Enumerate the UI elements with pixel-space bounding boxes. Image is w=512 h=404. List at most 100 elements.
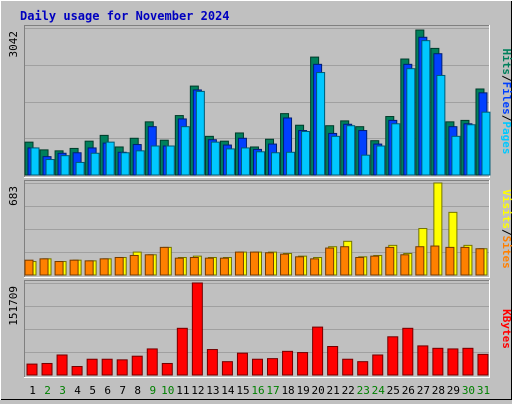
bar-kbytes-day-24	[373, 355, 383, 375]
bar-pages-day-24	[377, 146, 385, 175]
bar-kbytes-day-14	[222, 362, 232, 375]
bar-sites-day-17	[266, 253, 274, 275]
bar-pages-day-23	[362, 155, 370, 175]
x-tick-label-day-17: 17	[266, 384, 279, 397]
x-tick-label-day-16: 16	[251, 384, 264, 397]
x-tick-label-day-2: 2	[44, 384, 51, 397]
x-tick-label-day-12: 12	[191, 384, 204, 397]
x-tick-label-day-30: 30	[462, 384, 475, 397]
chart-panel-3: 151709 KBytes	[7, 280, 512, 378]
bar-pages-day-22	[347, 126, 355, 175]
x-tick-label-day-1: 1	[29, 384, 36, 397]
x-tick-label-day-21: 21	[327, 384, 340, 397]
series-legend-label: KBytes	[500, 309, 512, 349]
x-tick-label-day-9: 9	[149, 384, 156, 397]
bar-sites-day-19	[296, 257, 304, 275]
bar-kbytes-day-27	[418, 346, 428, 375]
bar-kbytes-day-23	[358, 362, 368, 375]
bar-sites-day-8	[130, 255, 138, 275]
x-tick-label-day-22: 22	[342, 384, 355, 397]
bar-kbytes-day-17	[268, 359, 278, 375]
bar-pages-day-21	[332, 136, 340, 175]
bar-pages-day-7	[121, 153, 129, 175]
bar-kbytes-day-26	[403, 328, 413, 375]
bar-pages-day-19	[302, 132, 310, 175]
bar-kbytes-day-9	[147, 349, 157, 375]
bar-pages-day-1	[31, 148, 39, 175]
bar-pages-day-10	[166, 146, 174, 175]
bar-sites-day-23	[356, 257, 364, 275]
x-tick-label-day-13: 13	[206, 384, 219, 397]
bar-sites-day-21	[326, 248, 334, 275]
bar-sites-day-5	[85, 261, 93, 275]
bar-kbytes-day-11	[177, 328, 187, 375]
bar-pages-day-12	[196, 91, 204, 175]
bar-kbytes-day-29	[448, 349, 458, 375]
legend-visits: Visits	[500, 189, 512, 229]
bar-kbytes-day-30	[463, 348, 473, 375]
bar-kbytes-day-12	[192, 283, 202, 375]
bar-kbytes-day-4	[72, 367, 82, 375]
x-tick-label-day-27: 27	[417, 384, 430, 397]
bar-kbytes-day-5	[87, 359, 97, 375]
x-tick-label-day-4: 4	[74, 384, 81, 397]
x-tick-label-day-28: 28	[432, 384, 445, 397]
legend-sites: Sites	[500, 236, 512, 269]
x-tick-label-day-11: 11	[176, 384, 189, 397]
bar-sites-day-24	[371, 256, 379, 275]
bar-kbytes-day-13	[207, 350, 217, 375]
bar-pages-day-30	[467, 125, 475, 175]
x-tick-label-day-25: 25	[387, 384, 400, 397]
bar-kbytes-day-19	[298, 353, 308, 375]
bar-kbytes-day-7	[117, 360, 127, 375]
bar-pages-day-3	[61, 156, 69, 175]
x-tick-label-day-7: 7	[119, 384, 126, 397]
bar-sites-day-15	[235, 252, 243, 275]
bar-kbytes-day-6	[102, 359, 112, 375]
x-tick-label-day-19: 19	[296, 384, 309, 397]
bar-kbytes-day-8	[132, 356, 142, 375]
bar-pages-day-25	[392, 124, 400, 175]
x-tick-label-day-5: 5	[89, 384, 96, 397]
x-tick-label-day-24: 24	[372, 384, 386, 397]
y-max-label: 151709	[7, 286, 20, 326]
bar-sites-day-3	[55, 262, 63, 275]
bar-sites-day-7	[115, 257, 123, 275]
bar-kbytes-day-20	[313, 327, 323, 375]
bar-sites-day-10	[160, 247, 168, 275]
x-tick-label-day-8: 8	[134, 384, 141, 397]
bar-kbytes-day-25	[388, 337, 398, 375]
bar-sites-day-9	[145, 255, 153, 275]
bar-sites-day-18	[281, 254, 289, 275]
bar-pages-day-8	[136, 151, 144, 175]
bar-sites-day-25	[386, 247, 394, 275]
bar-sites-day-20	[311, 259, 319, 275]
bar-pages-day-17	[272, 153, 280, 175]
bar-sites-day-6	[100, 259, 108, 275]
bar-kbytes-day-2	[42, 363, 52, 375]
bar-sites-day-16	[250, 252, 258, 275]
bar-kbytes-day-3	[57, 355, 67, 375]
bar-pages-day-26	[407, 69, 415, 175]
bar-pages-day-13	[211, 142, 219, 175]
bar-pages-day-4	[76, 162, 84, 175]
bar-sites-day-26	[401, 255, 409, 275]
bar-pages-day-9	[151, 146, 159, 175]
bar-sites-day-29	[446, 247, 454, 275]
bar-sites-day-12	[190, 257, 198, 275]
x-tick-label-day-26: 26	[402, 384, 415, 397]
legend-hits: Hits	[500, 49, 512, 76]
bar-kbytes-day-1	[27, 364, 37, 375]
bar-pages-day-27	[422, 41, 430, 175]
bar-sites-day-13	[205, 258, 213, 275]
series-legend-label: Visits/Sites	[500, 189, 512, 269]
x-tick-label-day-15: 15	[236, 384, 249, 397]
series-legend-label: Hits/Files/Pages	[500, 49, 512, 155]
bar-kbytes-day-22	[343, 359, 353, 375]
bar-pages-day-18	[287, 152, 295, 175]
